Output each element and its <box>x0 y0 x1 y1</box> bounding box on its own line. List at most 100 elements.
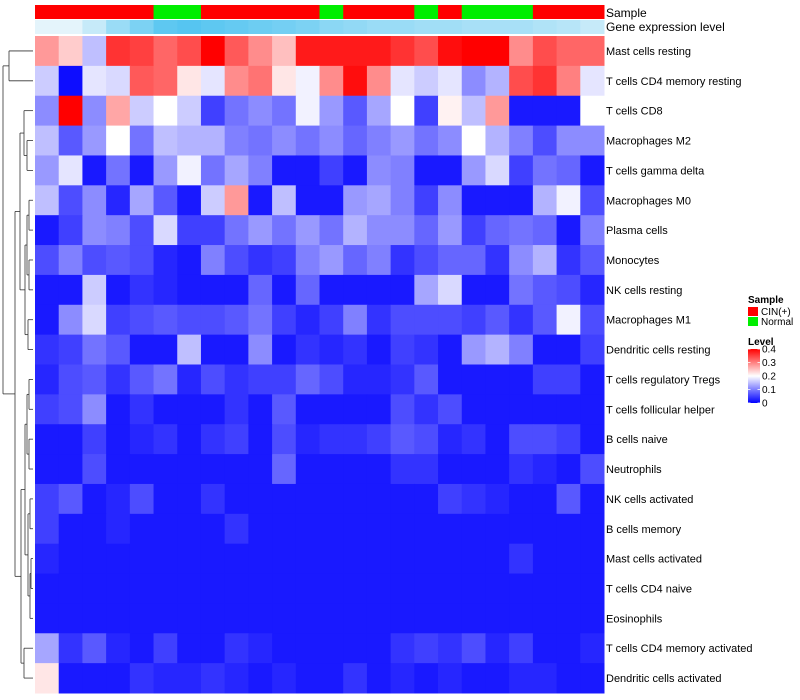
heatmap-cell <box>532 334 558 365</box>
heatmap-cell <box>106 245 131 276</box>
heatmap-cell <box>177 65 202 97</box>
heatmap-cell <box>106 543 131 575</box>
heatmap-cell <box>485 215 510 246</box>
heatmap-cell <box>461 155 486 186</box>
heatmap-cell <box>438 155 463 186</box>
heatmap-cell <box>224 364 249 395</box>
legend-level-scale: 0.4 0.3 0.2 0.1 0 <box>748 345 776 410</box>
heatmap-cell <box>295 663 320 694</box>
heatmap-cell <box>248 155 273 186</box>
heatmap-cell <box>129 394 155 425</box>
heatmap-cell <box>272 155 297 186</box>
heatmap-cell <box>532 663 558 694</box>
heatmap-cell <box>556 573 581 604</box>
heatmap-cell <box>106 394 131 425</box>
row-label: Eosinophils <box>606 613 663 625</box>
heatmap-cell <box>414 304 439 336</box>
sample-annotation-cell <box>129 5 155 19</box>
sample-annotation-cell <box>35 5 60 19</box>
heatmap-cell <box>129 95 155 127</box>
heatmap-cell <box>200 394 226 425</box>
heatmap-cell <box>366 573 392 604</box>
heatmap-cell <box>461 334 486 365</box>
heatmap-cell <box>106 125 131 156</box>
heatmap-cell <box>390 125 415 156</box>
heatmap-cell <box>580 215 605 246</box>
heatmap-cell <box>177 215 202 246</box>
sample-annotation-cell <box>580 5 605 19</box>
sample-annotation-cell <box>461 5 486 19</box>
heatmap-cell <box>129 274 155 306</box>
heatmap-cell <box>153 185 178 216</box>
sample-annotation-cell <box>272 5 297 19</box>
heatmap-cell <box>224 36 249 67</box>
heatmap-cell <box>177 633 202 664</box>
heatmap-cell <box>153 424 178 455</box>
heatmap-cell <box>153 65 178 97</box>
heatmap-cell <box>35 633 60 664</box>
row-label: T cells CD8 <box>606 106 663 118</box>
heatmap-cell <box>509 274 534 306</box>
heatmap-cell <box>295 215 320 246</box>
row-label: T cells CD4 memory resting <box>606 76 742 88</box>
heatmap-cell <box>438 603 463 634</box>
heatmap-cell <box>390 36 415 67</box>
sample-annotation-cell <box>532 5 558 19</box>
heatmap-cell <box>248 603 273 634</box>
row-label: NK cells activated <box>606 494 693 506</box>
heatmap-cell <box>177 663 202 694</box>
heatmap-cell <box>343 364 368 395</box>
heatmap-cell <box>82 364 107 395</box>
legend-sample-label: CIN(+) <box>761 307 791 318</box>
heatmap-cell <box>438 304 463 336</box>
heatmap-cell <box>461 304 486 336</box>
legend-tick-label: 0.2 <box>762 372 776 383</box>
heatmap-cell <box>248 483 273 515</box>
heatmap-cell <box>390 274 415 306</box>
heatmap-cell <box>82 65 107 97</box>
row-label: Mast cells resting <box>606 46 691 58</box>
heatmap-cell <box>390 95 415 127</box>
heatmap-cell <box>248 364 273 395</box>
heatmap-cell <box>532 394 558 425</box>
heatmap-cell <box>438 394 463 425</box>
heatmap-cell <box>153 483 178 515</box>
heatmap-cell <box>224 65 249 97</box>
heatmap-cell <box>532 424 558 455</box>
heatmap-cell <box>224 304 249 336</box>
heatmap-cell <box>58 125 83 156</box>
expression-annotation-cell <box>153 20 178 34</box>
row-label: Macrophages M2 <box>606 136 691 148</box>
heatmap-cell <box>556 394 581 425</box>
row-label: Plasma cells <box>606 225 668 237</box>
heatmap-cell <box>295 125 320 156</box>
heatmap-cell <box>438 663 463 694</box>
heatmap-cell <box>272 573 297 604</box>
heatmap-cell <box>248 215 273 246</box>
heatmap-cell <box>129 633 155 664</box>
heatmap-cell <box>580 513 605 545</box>
heatmap-cell <box>58 573 83 604</box>
heatmap-cell <box>485 95 510 127</box>
heatmap-cell <box>35 155 60 186</box>
sample-annotation-cell <box>390 5 415 19</box>
heatmap-cell <box>153 454 178 485</box>
heatmap-cell <box>153 633 178 664</box>
heatmap-cell <box>82 36 107 67</box>
heatmap-cell <box>153 543 178 575</box>
heatmap-cell <box>129 543 155 575</box>
heatmap-cell <box>461 513 486 545</box>
heatmap-cell <box>82 603 107 634</box>
heatmap-cell <box>319 543 344 575</box>
heatmap-cell <box>509 483 534 515</box>
heatmap-cell <box>509 394 534 425</box>
heatmap-cell <box>485 483 510 515</box>
sample-annotation-cell <box>153 5 178 19</box>
sample-annotation-cell <box>438 5 463 19</box>
heatmap-cell <box>532 513 558 545</box>
heatmap-cell <box>129 65 155 97</box>
heatmap-cell <box>177 454 202 485</box>
expression-annotation-cell <box>343 20 368 34</box>
heatmap-cell <box>153 663 178 694</box>
heatmap-cell <box>390 155 415 186</box>
